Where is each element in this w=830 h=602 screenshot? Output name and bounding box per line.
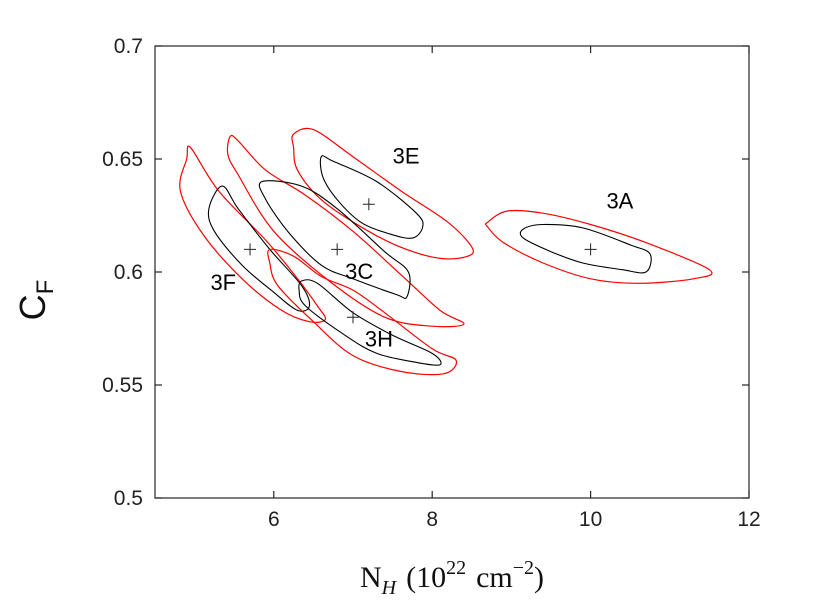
region-label-3a: 3A [606, 189, 633, 214]
contour-inner-3f [207, 185, 311, 312]
best-fit-marker-3a [584, 243, 597, 256]
best-fit-marker-3c [331, 243, 344, 256]
contour-outer-3c [226, 134, 465, 328]
plot-area-frame [154, 45, 750, 499]
x-tick-label: 10 [579, 508, 602, 531]
contour-inner-3h [298, 279, 442, 366]
y-tick-label: 0.5 [114, 487, 143, 510]
contour-outer-3h [267, 248, 458, 376]
x-axis-label: NH (1022 cm−2) [360, 557, 544, 599]
best-fit-marker-3e [362, 198, 375, 211]
region-label-3c: 3C [345, 259, 373, 284]
best-fit-marker-3f [244, 243, 257, 256]
x-tick-label: 6 [268, 508, 280, 531]
contour-outer-3e [291, 127, 474, 260]
y-tick-label: 0.55 [102, 374, 143, 397]
contour-outer-3a [484, 209, 713, 284]
contour-outer-3f [179, 145, 327, 323]
best-fit-layer [244, 198, 597, 324]
x-tick-label: 8 [426, 508, 438, 531]
y-tick-label: 0.7 [114, 35, 143, 58]
region-label-3e: 3E [393, 144, 420, 169]
x-axis-ticks: 6 8 10 12 [268, 46, 761, 531]
region-label-3f: 3F [210, 270, 236, 295]
region-label-3h: 3H [365, 327, 393, 352]
contour-inner-3c [258, 180, 411, 300]
contour-inner-3e [319, 155, 424, 239]
y-tick-label: 0.65 [102, 148, 143, 171]
x-tick-label: 12 [737, 508, 760, 531]
contour-inner-3a [519, 223, 652, 274]
best-fit-marker-3h [347, 311, 359, 324]
y-axis-ticks: 0.5 0.55 0.6 0.65 0.7 [102, 35, 749, 510]
region-label-layer: 3A 3E 3C 3F 3H [210, 144, 633, 352]
contour-layer [179, 127, 713, 376]
y-axis-label: CF [12, 280, 59, 321]
y-tick-label: 0.6 [114, 261, 143, 284]
